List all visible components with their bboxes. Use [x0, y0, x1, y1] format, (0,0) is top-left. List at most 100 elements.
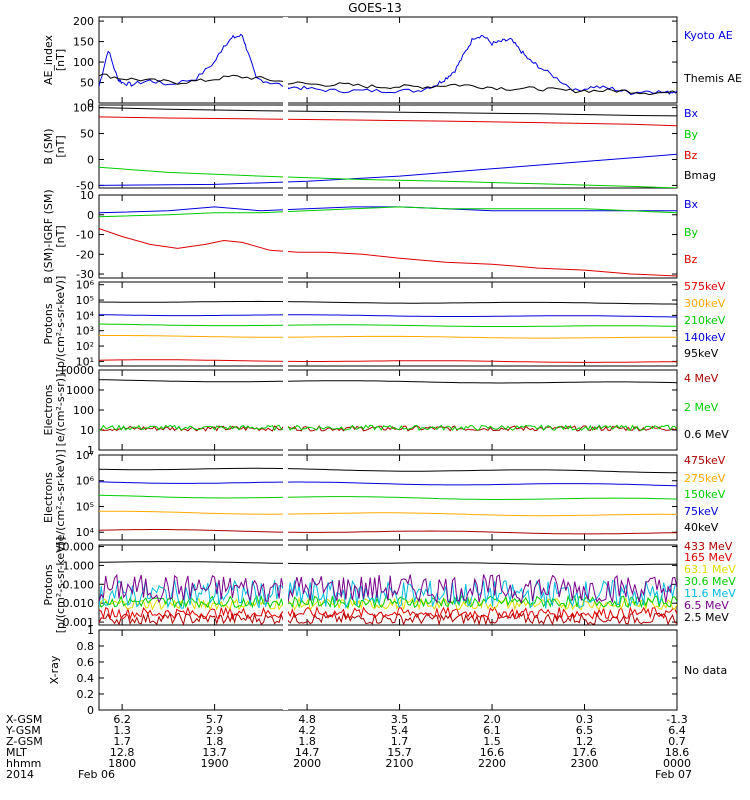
y-tick-label: 10⁶	[76, 475, 95, 488]
legend-475kev: 475keV	[684, 454, 726, 467]
ephem-value: 5.4	[390, 724, 409, 737]
y-tick-label: 0	[87, 209, 94, 222]
series-line-433-mev	[99, 611, 677, 625]
series-line-bz	[99, 116, 677, 127]
ephem-value: 3.5	[390, 713, 409, 726]
y-axis-label: Electrons	[42, 472, 55, 523]
y-tick-label: 10⁶	[76, 279, 95, 292]
ephem-value: 1.8	[205, 735, 224, 748]
y-tick-label: 10	[80, 189, 94, 202]
ephem-value: 15.7	[387, 746, 412, 759]
legend-40kev: 40keV	[684, 521, 719, 534]
ephem-value: 1.3	[113, 724, 131, 737]
y-axis-label: [nT]	[54, 49, 67, 71]
ephem-value: 6.2	[113, 713, 131, 726]
series-line-210kev	[99, 323, 677, 327]
series-line-95kev	[99, 300, 677, 305]
y-tick-label: 100	[73, 404, 94, 417]
y-tick-label: 10000	[59, 364, 94, 377]
y-tick-label: 0.001	[63, 616, 95, 629]
y-tick-label: 10	[80, 424, 94, 437]
y-axis-label: [e/(cm²-s-sr-keV)]	[54, 449, 67, 545]
ephem-value: 17.6	[572, 746, 597, 759]
legend-2-mev: 2 MeV	[684, 401, 719, 414]
ephem-value: 13.7	[202, 746, 227, 759]
ephem-label-hhmm: hhmm	[6, 757, 42, 770]
y-tick-label: -20	[76, 248, 94, 261]
series-line-by	[99, 206, 677, 218]
panel-frame	[98, 629, 678, 711]
y-axis-label: B (SM)	[42, 128, 55, 164]
ephem-value: 1.2	[575, 735, 594, 748]
legend-210kev: 210keV	[684, 314, 726, 327]
panel-bigrf: -30 -20 -10 0 10 B (SM)-IGRF (SM) [nT] Bx By Bz	[42, 189, 699, 284]
y-tick-label: 1000	[66, 384, 94, 397]
legend-95kev: 95keV	[684, 347, 719, 360]
data-gap	[283, 17, 288, 710]
series-line-275kev	[99, 510, 677, 517]
series-line-6-5-mev	[99, 573, 677, 605]
ephem-value: 6.5	[575, 724, 594, 737]
ephem-value: 6.4	[668, 724, 686, 737]
ephem-value: 2.0	[483, 713, 501, 726]
panel-frame	[98, 544, 678, 626]
y-tick-label: 10⁴	[76, 526, 95, 539]
ephem-value: 5.7	[205, 713, 224, 726]
legend-by: By	[684, 128, 699, 141]
series-line-75kev	[99, 481, 677, 487]
ephem-value: 2.9	[205, 724, 224, 737]
ephem-value: 2000	[293, 757, 322, 770]
y-tick-label: 1	[87, 444, 94, 457]
legend-150kev: 150keV	[684, 488, 726, 501]
y-tick-label: 0.4	[77, 672, 95, 685]
y-tick-label: 10⁵	[76, 500, 94, 513]
ephem-value: 0000	[663, 757, 691, 770]
y-tick-label: 10⁵	[76, 294, 94, 307]
legend-63-1-mev: 63.1 MeV	[684, 563, 736, 576]
y-tick-label: 0	[87, 97, 94, 110]
y-axis-label: [p/(cm²-s-sr-keV)]	[54, 276, 67, 373]
y-tick-label: 10.000	[56, 540, 95, 553]
y-tick-label: -50	[76, 179, 94, 192]
y-tick-label: 150	[73, 36, 94, 49]
series-line-themis-ae	[99, 73, 677, 96]
series-line-bx	[99, 153, 677, 186]
series-line-0-6-mev	[99, 379, 677, 384]
series-line-2-5-mev	[99, 561, 677, 566]
ephem-value: 2100	[385, 757, 414, 770]
y-tick-label: 10²	[76, 340, 94, 353]
legend-300kev: 300keV	[684, 297, 726, 310]
series-line-40kev	[99, 467, 677, 474]
panel-frame	[98, 454, 678, 541]
legend-75kev: 75keV	[684, 505, 719, 518]
legend-4-mev: 4 MeV	[684, 372, 719, 385]
y-axis-label: [nT]	[54, 135, 67, 157]
ephem-date-end: Feb 07	[655, 768, 692, 781]
y-axis-label: Electrons	[42, 384, 55, 435]
series-line-140kev	[99, 314, 677, 318]
ephem-label-x-gsm: X-GSM	[6, 713, 43, 726]
ephem-value: 4.8	[298, 713, 316, 726]
y-tick-label: 100	[73, 56, 94, 69]
panel-xray: 0 0.2 0.4 0.6 0.8 1 X-ray No data	[48, 624, 727, 717]
panel-frame	[98, 16, 678, 104]
ephem-value: 1800	[108, 757, 137, 770]
y-tick-label: 50	[80, 128, 94, 141]
ephem-value: 2300	[570, 757, 599, 770]
ephem-label-mlt: MLT	[6, 746, 27, 759]
ephem-value: 1.7	[113, 735, 131, 748]
legend-bx: Bx	[684, 107, 699, 120]
ephem-label-z-gsm: Z-GSM	[6, 735, 43, 748]
legend-kyoto-ae: Kyoto AE	[684, 29, 733, 42]
ephem-label-y-gsm: Y-GSM	[6, 724, 41, 737]
series-line-575kev	[99, 359, 677, 363]
legend-140kev: 140keV	[684, 331, 726, 344]
y-tick-label: 0.010	[63, 597, 95, 610]
series-line-bz	[99, 228, 677, 277]
panel-protons: 10¹ 10² 10³ 10⁴ 10⁵ 10⁶ Protons [p/(cm²-s-sr-ke…	[42, 276, 726, 373]
panel-electrons_kev: 10⁴ 10⁵ 10⁶ 10⁷ Electrons [e/(cm²-s-sr-keV)] 4…	[42, 449, 726, 546]
legend-by: By	[684, 226, 699, 239]
y-axis-label: Protons	[42, 303, 55, 344]
y-tick-label: -30	[76, 268, 94, 281]
